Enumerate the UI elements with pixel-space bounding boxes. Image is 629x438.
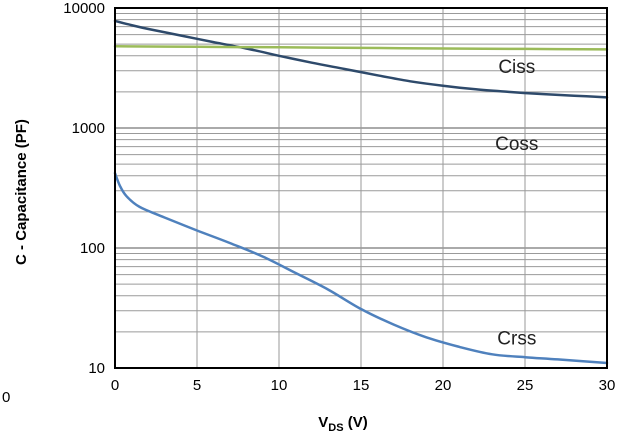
y-tick-label: 10000 [63,0,105,17]
x-tick-label: 25 [517,377,534,394]
series-line-crss [113,171,609,365]
y-tick-label: 100 [80,240,105,257]
annotation-ciss: Ciss [498,57,535,78]
x-tick-labels: 0 5 10 15 20 25 30 [111,377,616,394]
series-line-ciss [113,19,609,99]
x-tick-label: 15 [353,377,370,394]
series-line-coss [113,45,609,51]
x-tick-label: 5 [193,377,201,394]
y-tick-labels: 10 100 1000 10000 [63,0,105,377]
grid [114,8,608,369]
x-axis-label-suffix: (V) [344,414,368,431]
y-tick-label: 1000 [72,120,105,137]
annotation-coss: Coss [495,134,538,155]
x-tick-label: 0 [111,377,119,394]
x-axis-label-main: V [318,414,328,431]
x-axis-label-sub: DS [328,422,343,434]
stray-zero-label: 0 [2,389,10,406]
plot-frame [114,7,608,369]
series-lines [113,19,609,365]
y-tick-label: 10 [88,360,105,377]
series-annotations: Ciss Coss Crss [495,57,538,350]
y-axis-label: C - Capacitance (PF) [13,119,30,265]
x-axis-label: VDS (V) [318,414,367,434]
annotation-crss: Crss [497,328,536,349]
x-tick-label: 20 [435,377,452,394]
x-tick-label: 30 [599,377,616,394]
x-tick-label: 10 [271,377,288,394]
